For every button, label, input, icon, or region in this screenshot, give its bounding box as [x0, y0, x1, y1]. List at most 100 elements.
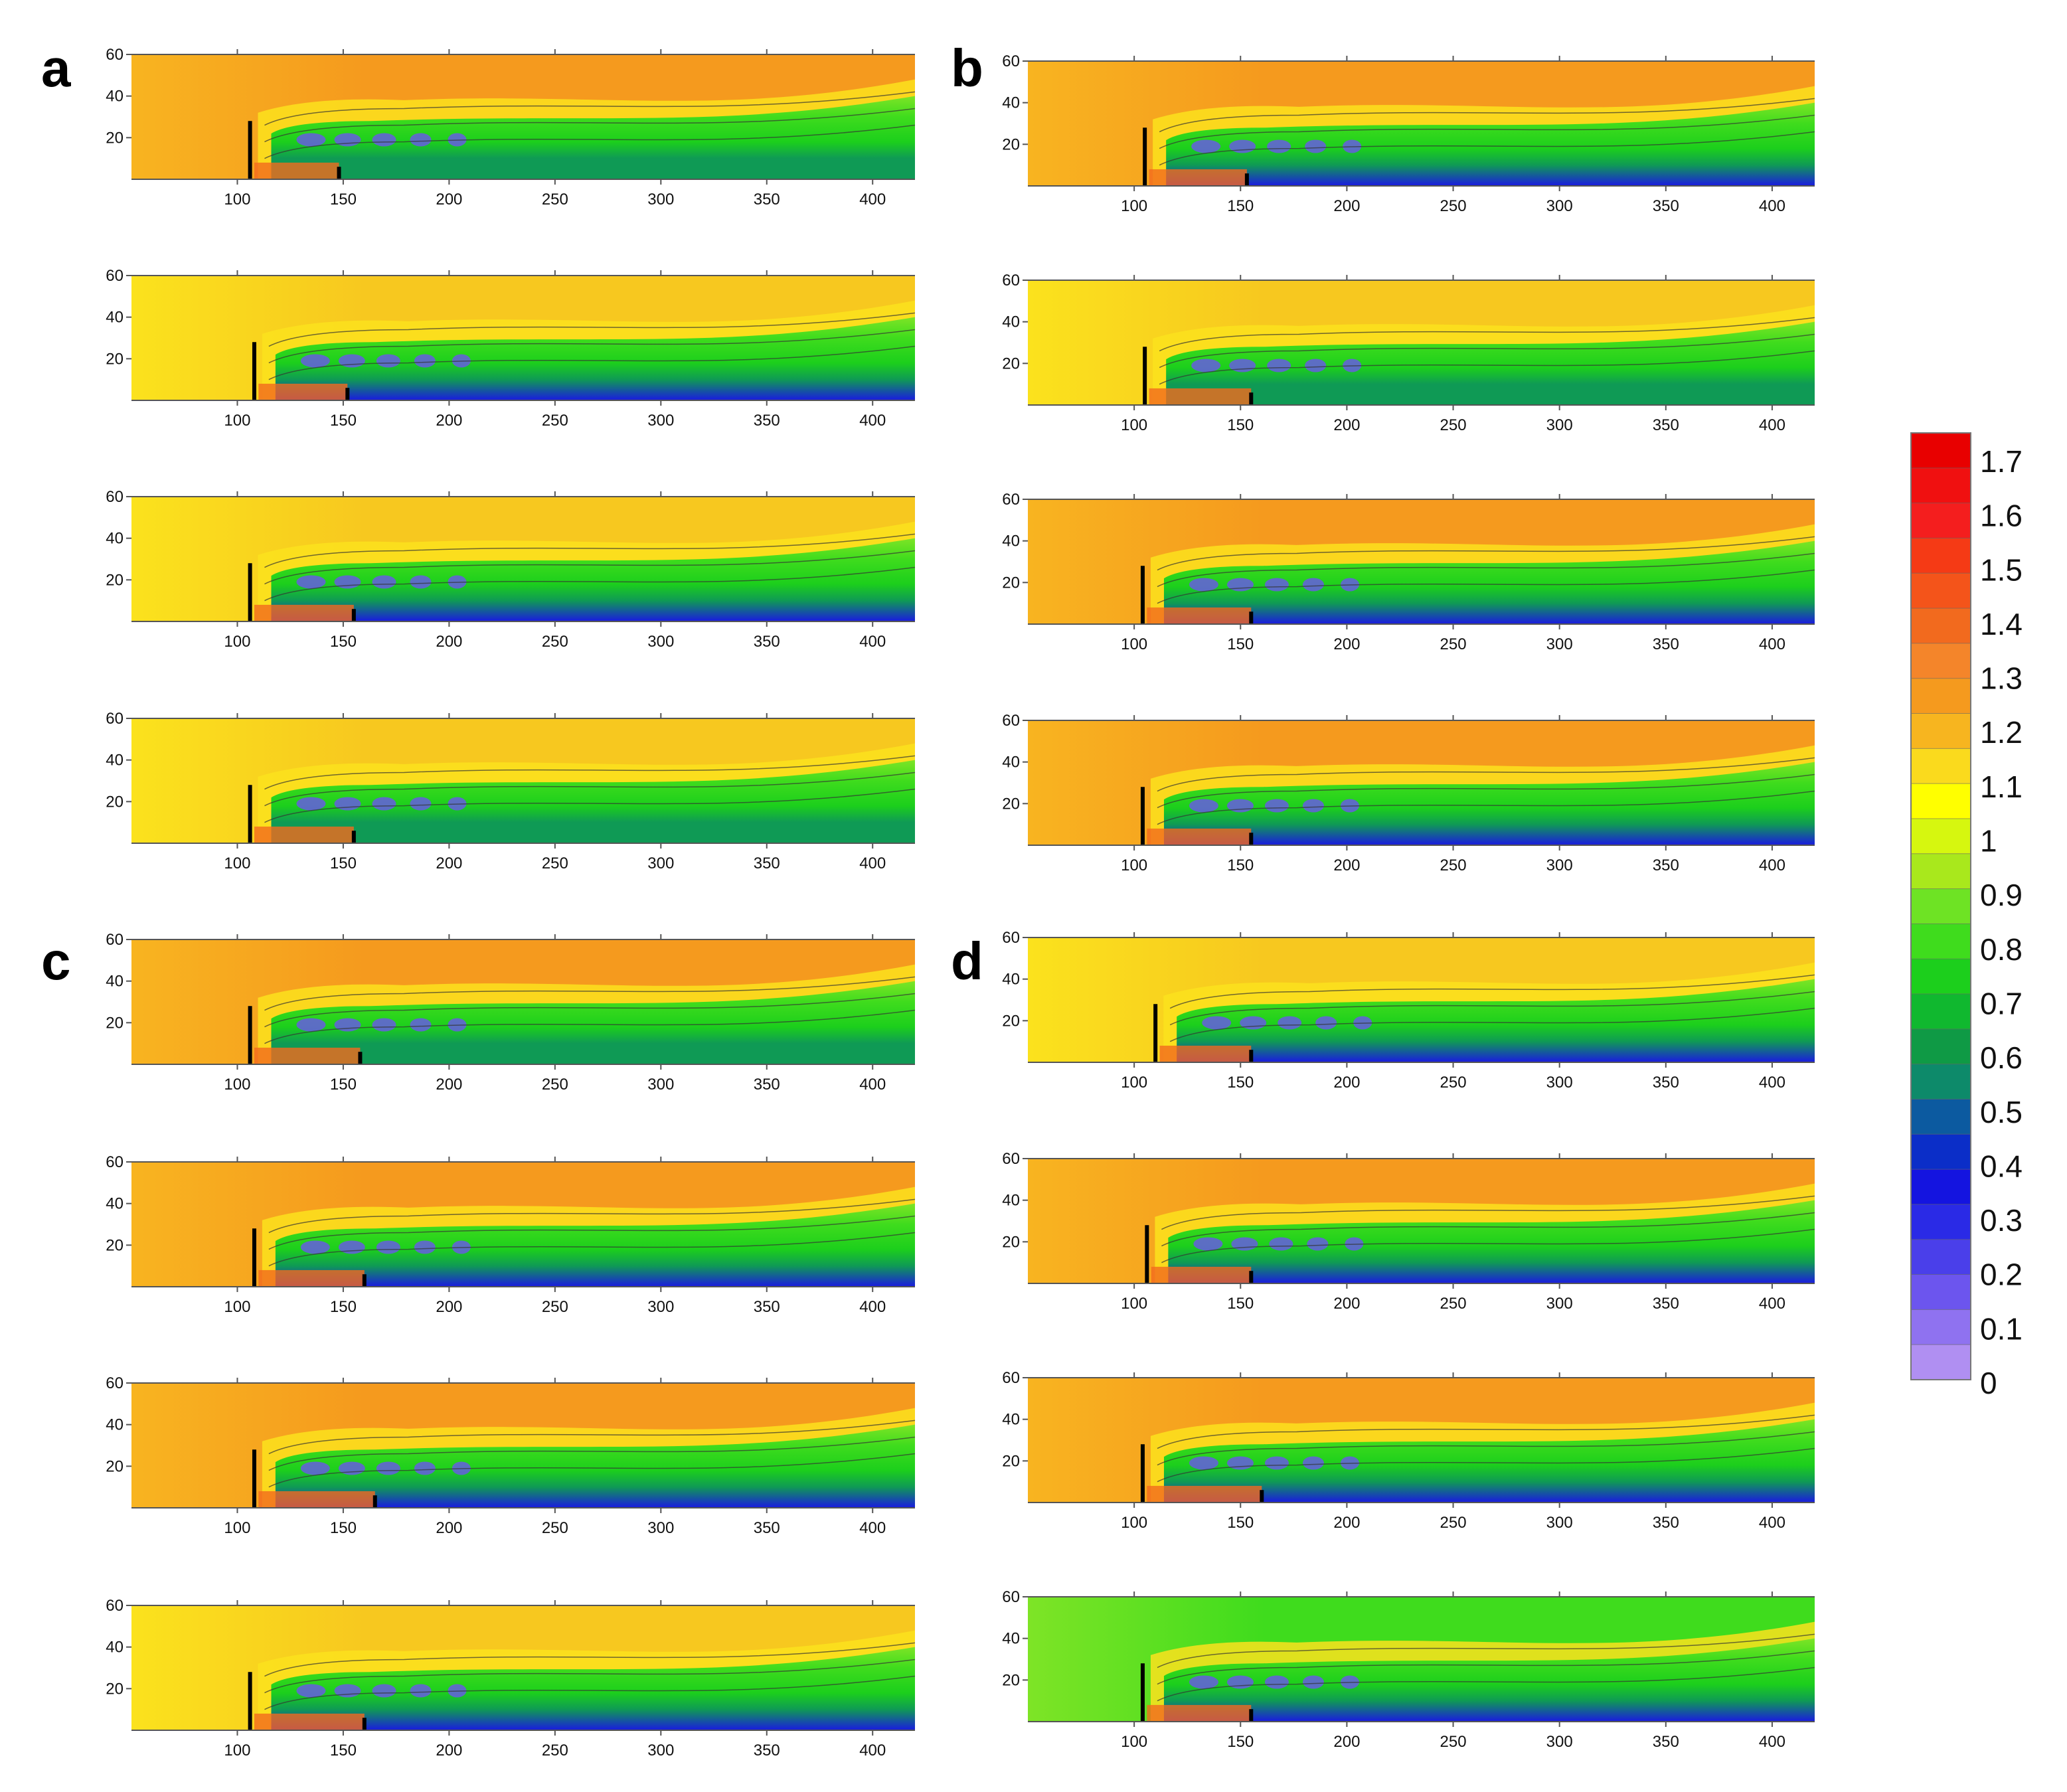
x-tick-label: 350 — [754, 633, 780, 651]
y-tick-label: 60 — [106, 1597, 124, 1615]
contour-line — [1157, 552, 1815, 588]
near-bed-high — [254, 162, 339, 179]
y-tick-label: 20 — [1002, 135, 1020, 153]
x-tick-label: 300 — [647, 1519, 674, 1537]
contour-line — [264, 772, 915, 807]
colorbar-label: 1.6 — [1980, 499, 2023, 533]
vortex-core — [414, 1240, 436, 1254]
y-tick-label: 60 — [106, 46, 124, 64]
wake-region — [1177, 979, 1815, 1062]
vortex-core — [372, 797, 396, 811]
x-tick-label: 300 — [1546, 1074, 1573, 1092]
vortex-core — [1278, 1016, 1302, 1030]
y-tick-label: 40 — [106, 973, 124, 991]
x-tick-label: 350 — [754, 412, 780, 430]
x-tick-label: 250 — [542, 1519, 568, 1537]
x-tick-label: 100 — [1121, 1074, 1147, 1092]
colorbar-swatch — [1911, 994, 1971, 1030]
contour-line — [1157, 1650, 1815, 1685]
y-tick-label: 60 — [1002, 929, 1020, 947]
x-tick-label: 250 — [542, 1298, 568, 1316]
near-bed-high — [258, 383, 348, 400]
x-tick-label: 150 — [330, 412, 357, 430]
near-bed-high — [1147, 607, 1252, 624]
vortex-core — [334, 1018, 361, 1032]
wake-region — [275, 1424, 915, 1508]
contour-line — [1159, 317, 1815, 352]
contour-line — [1157, 1667, 1815, 1702]
contour-field — [131, 939, 915, 1064]
x-tick-label: 100 — [1121, 635, 1147, 653]
vortex-core — [1191, 139, 1221, 153]
panel-letter-b: b — [951, 39, 983, 98]
subplot-a-4: 60 40 20 100 150 200 250 300 350 400 — [106, 710, 915, 872]
x-tick-label: 250 — [1440, 1514, 1467, 1532]
y-tick-label: 20 — [1002, 1233, 1020, 1251]
vortex-core — [296, 575, 326, 589]
x-tick-label: 300 — [647, 191, 674, 208]
contour-line — [1159, 350, 1815, 385]
colorbar-swatch — [1911, 608, 1971, 644]
contour-field — [131, 276, 915, 400]
subplot-b-4: 60 40 20 100 150 200 250 300 350 400 — [1002, 712, 1815, 874]
x-tick-label: 300 — [1546, 1295, 1573, 1313]
colorbar-swatch — [1911, 467, 1971, 504]
contour-line — [1161, 1195, 1815, 1230]
x-tick-label: 200 — [436, 412, 462, 430]
near-bed-high — [254, 826, 354, 843]
subplot-b-1: 60 40 20 100 150 200 250 300 350 400 — [1002, 52, 1815, 215]
vortex-core — [372, 1684, 396, 1698]
colorbar-swatch — [1911, 959, 1971, 995]
vortex-core — [1315, 1016, 1337, 1030]
colorbar-label: 1.7 — [1980, 444, 2023, 479]
colorbar-label: 0.8 — [1980, 932, 2023, 967]
y-tick-label: 40 — [106, 1639, 124, 1657]
vortex-core — [338, 354, 365, 368]
y-tick-label: 60 — [1002, 491, 1020, 509]
y-tick-label: 40 — [1002, 313, 1020, 331]
wake-region — [271, 1647, 915, 1730]
colorbar-swatch — [1911, 503, 1971, 539]
colorbar-label: 0.4 — [1980, 1149, 2023, 1183]
vortex-core — [372, 575, 396, 589]
x-tick-label: 100 — [224, 1742, 250, 1759]
y-tick-label: 40 — [106, 88, 124, 106]
subplot-c-4: 60 40 20 100 150 200 250 300 350 400 — [106, 1597, 915, 1759]
vortex-core — [410, 133, 432, 147]
x-tick-label: 200 — [1333, 1074, 1360, 1092]
vortex-core — [1264, 799, 1289, 813]
vortex-core — [1226, 799, 1254, 813]
contour-line — [1157, 790, 1815, 825]
x-tick-label: 300 — [647, 633, 674, 651]
x-tick-label: 100 — [224, 855, 250, 872]
vortex-core — [334, 575, 361, 589]
x-tick-label: 400 — [859, 412, 886, 430]
near-bed-high — [254, 1047, 361, 1064]
y-tick-label: 40 — [106, 1195, 124, 1213]
y-tick-label: 60 — [1002, 272, 1020, 289]
contour-field — [1028, 280, 1815, 405]
x-tick-label: 100 — [224, 1519, 250, 1537]
near-bed-high — [1159, 1045, 1252, 1062]
contour-line — [264, 566, 915, 602]
y-tick-label: 60 — [1002, 52, 1020, 70]
vortex-core — [1229, 139, 1256, 153]
vortex-core — [1302, 1675, 1324, 1689]
colorbar-label: 0.6 — [1980, 1040, 2023, 1075]
x-tick-label: 350 — [1653, 1514, 1679, 1532]
x-tick-label: 250 — [1440, 856, 1467, 874]
x-tick-label: 100 — [1121, 1514, 1147, 1532]
vortex-core — [1226, 578, 1254, 592]
wake-region — [271, 96, 915, 179]
subplot-d-1: 60 40 20 100 150 200 250 300 350 400 — [1002, 929, 1815, 1092]
x-tick-label: 100 — [224, 1298, 250, 1316]
panels-group: a 60 40 20 100 150 200 250 300 350 400 60 40 20 100 150… — [41, 39, 1815, 1759]
x-tick-label: 150 — [330, 191, 357, 208]
x-tick-label: 200 — [1333, 1295, 1360, 1313]
wake-region — [271, 538, 915, 621]
x-tick-label: 400 — [1759, 416, 1785, 434]
x-tick-label: 350 — [1653, 635, 1679, 653]
vortex-core — [296, 1018, 326, 1032]
wake-region — [271, 760, 915, 843]
vortex-core — [334, 797, 361, 811]
